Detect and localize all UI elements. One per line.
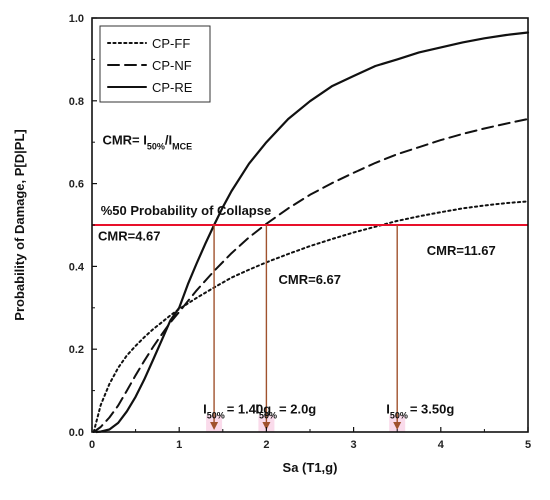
i50-label: I50% = 3.50g (386, 401, 454, 420)
y-tick-label: 1.0 (69, 13, 84, 25)
x-axis-title: Sa (T1,g) (283, 460, 338, 475)
cmr-formula: CMR= I50%/IMCE (102, 132, 192, 151)
legend: CP-FF CP-NF CP-RE (99, 25, 211, 103)
x-tick-label: 3 (351, 439, 357, 451)
x-tick-label: 4 (438, 439, 445, 451)
drop-lines (210, 225, 402, 430)
x-tick-label: 2 (263, 439, 269, 451)
y-tick-label: 0.6 (69, 179, 84, 191)
cmr-label: CMR=11.67 (427, 243, 496, 258)
drop-arrow-head (262, 422, 271, 430)
y-tick-label: 0.0 (69, 427, 84, 439)
y-axis-title: Probability of Damage, P[D|PL] (12, 129, 27, 320)
series-line-cp-ff (92, 200, 529, 433)
legend-label: CP-NF (152, 58, 192, 73)
drop-arrow-head (210, 422, 219, 430)
series-line-cp-nf (92, 118, 529, 433)
x-tick-label: 0 (89, 439, 95, 451)
legend-label: CP-FF (152, 36, 190, 51)
drop-arrow-head (393, 422, 402, 430)
threshold-label: %50 Probability of Collapse (101, 203, 272, 218)
threshold-layer: %50 Probability of Collapse (92, 203, 528, 226)
legend-label: CP-RE (152, 80, 193, 95)
y-tick-label: 0.2 (69, 344, 84, 356)
series-layer (92, 31, 530, 434)
i50-label: I50% = 2.0g (255, 401, 316, 420)
y-tick-label: 0.4 (69, 261, 85, 273)
series-line-cp-re (95, 31, 530, 434)
highlight-bands (206, 415, 406, 432)
y-tick-label: 0.8 (69, 96, 84, 108)
x-tick-label: 1 (176, 439, 182, 451)
x-tick-label: 5 (525, 439, 531, 451)
axis-ticks: 0 1 2 3 4 5 0.0 0.2 0.4 0.6 0.8 1.0 (69, 13, 531, 451)
i50-label: I50% = 1.40g (203, 401, 271, 420)
cmr-label: CMR=6.67 (279, 272, 342, 287)
cmr-label: CMR=4.67 (98, 228, 161, 243)
